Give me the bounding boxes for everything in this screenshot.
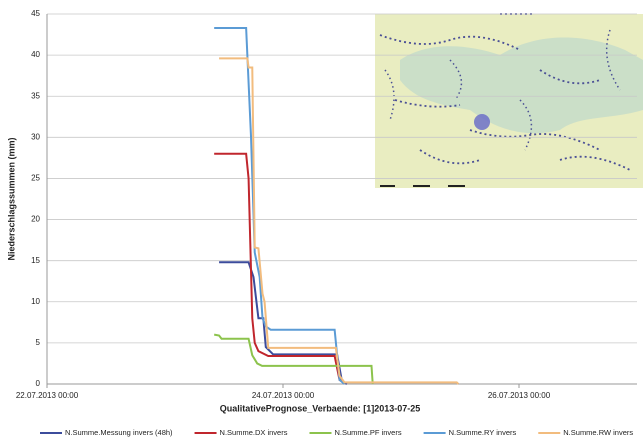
page: {"chart_data": { "type": "line", "x_labe… — [0, 0, 643, 441]
y-tick-label: 45 — [31, 9, 40, 18]
legend: N.Summe.Messung invers (48h) N.Summe.DX i… — [40, 428, 633, 437]
x-tick-label: 22.07.2013 00:00 — [16, 391, 79, 400]
y-axis-title: Niederschlagssummen (mm) — [6, 137, 16, 260]
y-tick-label: 20 — [31, 215, 40, 224]
y-tick-label: 25 — [31, 174, 40, 183]
chart: Niederschlagssummen (mm) QualitativeProg… — [0, 0, 643, 441]
legend-label: N.Summe.DX invers — [220, 428, 288, 437]
y-tick-label: 10 — [31, 297, 40, 306]
series-line — [214, 28, 344, 384]
map-inset — [375, 14, 643, 188]
y-tick-label: 35 — [31, 91, 40, 100]
legend-label: N.Summe.PF invers — [334, 428, 401, 437]
x-tick-label: 24.07.2013 00:00 — [252, 391, 315, 400]
y-tick-label: 40 — [31, 50, 40, 59]
y-tick-label: 30 — [31, 132, 40, 141]
series-line — [214, 335, 373, 384]
x-tick-label: 26.07.2013 00:00 — [488, 391, 551, 400]
x-axis-title: QualitativePrognose_Verbaende: [1]2013-0… — [220, 403, 421, 413]
legend-label: N.Summe.RY invers — [449, 428, 517, 437]
legend-label: N.Summe.RW invers — [563, 428, 633, 437]
map-location — [474, 114, 490, 130]
y-tick-label: 15 — [31, 256, 40, 265]
legend-label: N.Summe.Messung invers (48h) — [65, 428, 173, 437]
y-tick-label: 5 — [36, 338, 41, 347]
y-tick-label: 0 — [36, 379, 41, 388]
